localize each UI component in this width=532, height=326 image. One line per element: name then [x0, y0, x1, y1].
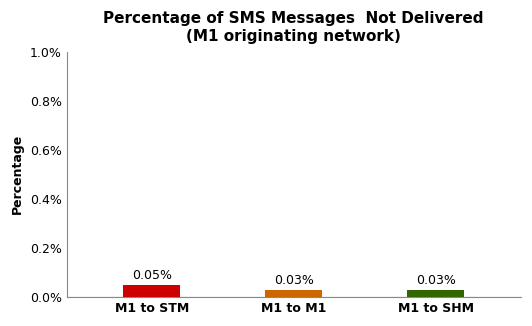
Bar: [408, 290, 464, 297]
Text: 0.03%: 0.03%: [274, 274, 314, 287]
Text: 0.05%: 0.05%: [132, 269, 172, 282]
Title: Percentage of SMS Messages  Not Delivered
(M1 originating network): Percentage of SMS Messages Not Delivered…: [103, 11, 484, 43]
Text: 0.03%: 0.03%: [416, 274, 455, 287]
Bar: [265, 290, 322, 297]
Y-axis label: Percentage: Percentage: [11, 134, 24, 215]
Bar: [123, 285, 180, 297]
